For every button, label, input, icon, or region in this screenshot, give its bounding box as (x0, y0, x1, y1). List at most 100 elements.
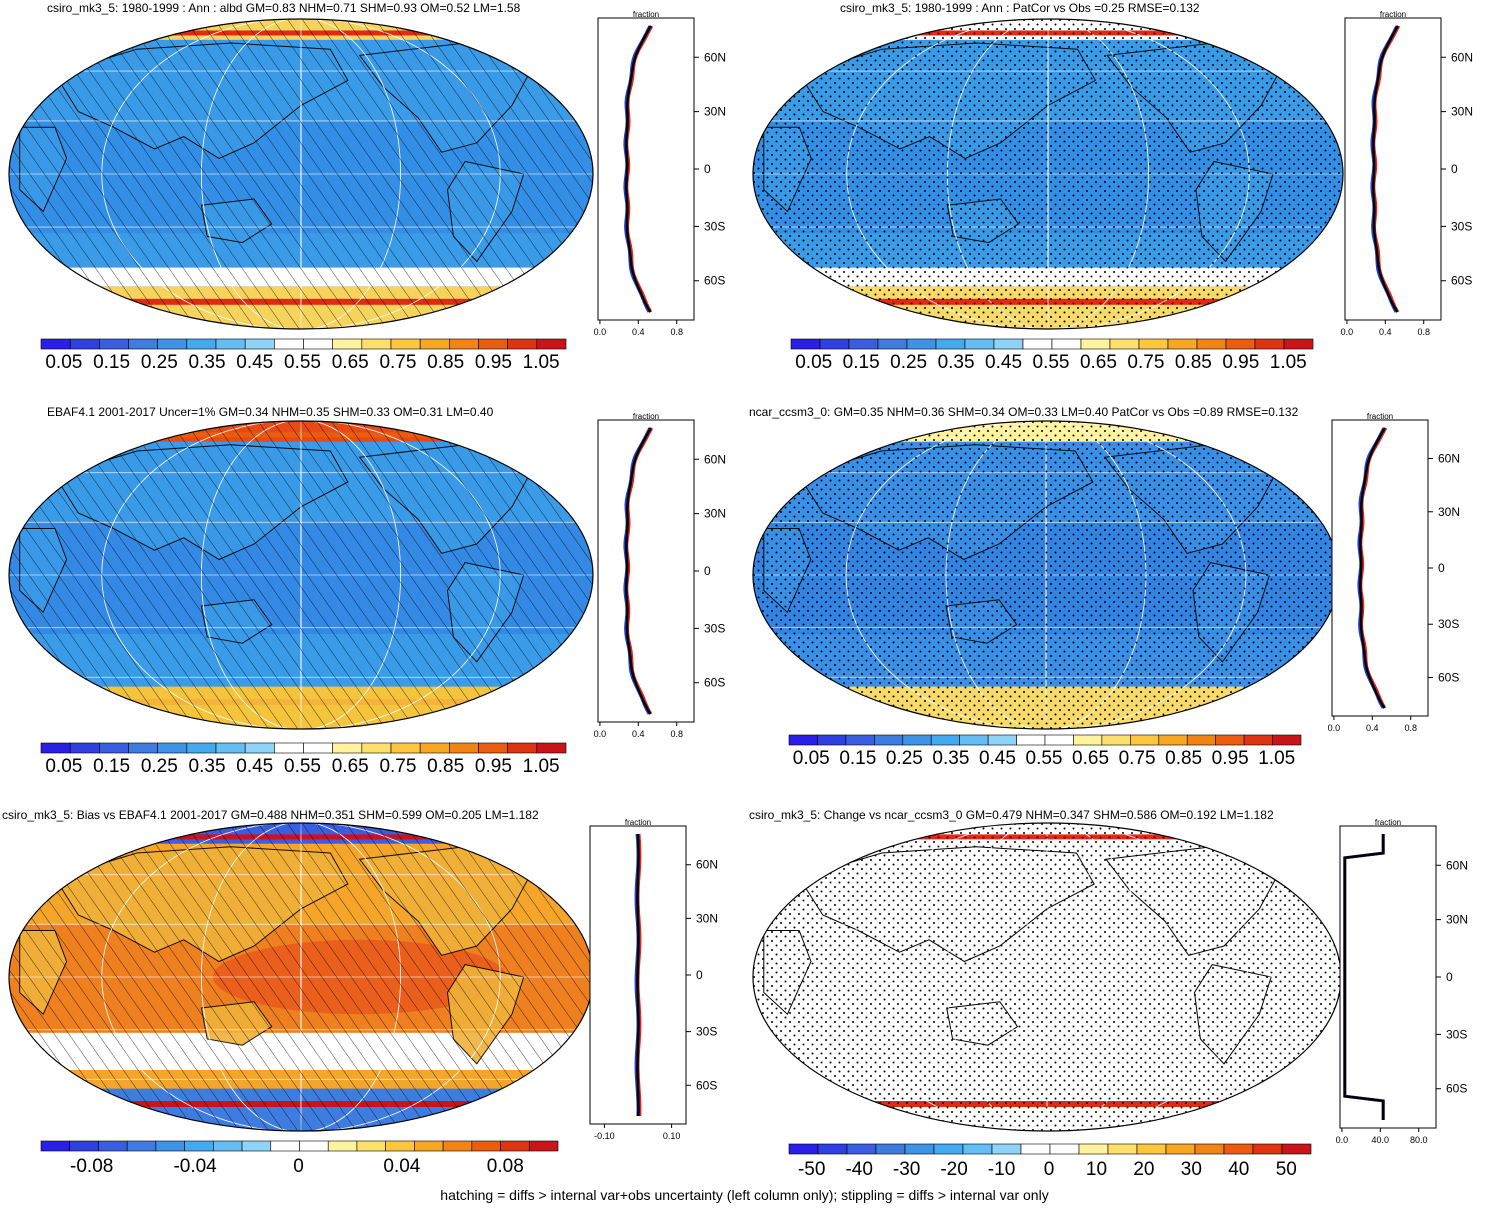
side-ytick-label: 30S (704, 621, 725, 635)
colorbar-tick-label: 0.95 (474, 756, 512, 777)
zonal-profile-line (1359, 427, 1386, 709)
colorbar-tick-label: 0 (293, 1156, 304, 1177)
colorbar (40, 338, 567, 350)
zonal-profile-line (636, 833, 640, 1117)
colorbar-swatch (419, 338, 450, 350)
colorbar-tick-label: 1.05 (1269, 352, 1307, 373)
side-ytick-label: 60N (1451, 50, 1473, 64)
zonal-mean-plot: fraction 60N 30N 0 30S 60S -0.10 0.10 (589, 818, 718, 1141)
colorbar-swatch (1078, 1143, 1109, 1155)
side-ytick-label: 0 (696, 968, 703, 982)
colorbar (790, 338, 1314, 350)
colorbar-swatch (1073, 734, 1103, 746)
colorbar-swatch (186, 742, 217, 754)
side-ytick-label: 30S (1438, 617, 1459, 631)
colorbar-swatch (213, 1140, 243, 1152)
colorbar-swatch (1196, 338, 1227, 350)
colorbar-tick-label: 0.85 (427, 352, 465, 373)
side-ytick-label: 30S (704, 219, 725, 233)
colorbar-tick-label: 0.05 (792, 748, 830, 769)
side-ytick-label: 60S (1451, 274, 1472, 288)
colorbar-tick-label: 0.85 (1174, 352, 1212, 373)
colorbar-tick-label: 0.95 (474, 352, 512, 373)
footer-note: hatching = diffs > internal var+obs unce… (440, 1187, 1049, 1203)
colorbar-tick-label: 0.95 (1222, 352, 1260, 373)
colorbar-swatch (902, 734, 932, 746)
colorbar-tick-label: 0.35 (937, 352, 975, 373)
colorbar-swatch (1022, 338, 1053, 350)
colorbar-swatch (507, 338, 538, 350)
colorbar-swatch (1165, 1143, 1196, 1155)
colorbar-tick-label: 0.08 (486, 1156, 524, 1177)
colorbar-tick-label: 0.85 (427, 756, 465, 777)
colorbar-swatch (186, 338, 217, 350)
side-xtick-label: 0.4 (1366, 723, 1379, 733)
colorbar-swatch (1194, 1143, 1225, 1155)
side-ytick-label: 60N (696, 858, 718, 872)
colorbar-swatch (875, 1143, 906, 1155)
side-xtick-label: 0.0 (1336, 1135, 1349, 1145)
map-field (753, 421, 1339, 729)
side-xlabel: fraction (625, 818, 651, 827)
side-ytick-label: 30S (1446, 1027, 1467, 1041)
colorbar-swatch (536, 742, 567, 754)
colorbar-swatch (848, 338, 879, 350)
side-xlabel: fraction (1367, 412, 1393, 421)
side-xtick-label: 40.0 (1372, 1135, 1390, 1145)
colorbar-tick-label: 50 (1275, 1159, 1297, 1180)
side-ytick-label: 30S (1451, 219, 1472, 233)
colorbar-swatch (361, 742, 392, 754)
colorbar-tick-label: 0.25 (140, 352, 178, 373)
colorbar-swatch (299, 1140, 329, 1152)
colorbar-swatch (1186, 734, 1216, 746)
colorbar-swatch (1215, 734, 1245, 746)
colorbar-tick-label: 1.05 (522, 756, 560, 777)
panel-title: csiro_mk3_5: 1980-1999 : Ann : albd GM=0… (47, 1, 521, 15)
colorbar-swatch (1158, 734, 1188, 746)
colorbar-swatch (361, 338, 392, 350)
colorbar-swatch (1223, 1143, 1254, 1155)
colorbar-swatch (1243, 734, 1273, 746)
colorbar-swatch (327, 1140, 358, 1152)
colorbar-swatch (157, 338, 188, 350)
colorbar-swatch (303, 742, 333, 754)
side-xtick-label: 0.4 (632, 327, 645, 337)
side-ytick-label: 60N (704, 452, 726, 466)
zonal-mean-plot: fraction 60N 30N 0 30S 60S 0.0 0.4 0.8 (594, 412, 726, 739)
colorbar-tick-label: -0.04 (173, 1156, 217, 1177)
zonal-profile-line (625, 25, 652, 313)
side-ytick-label: 30N (704, 507, 726, 521)
colorbar-swatch (478, 742, 508, 754)
side-ytick-label: 60S (704, 274, 725, 288)
side-xtick-label: 80.0 (1410, 1135, 1428, 1145)
colorbar-swatch (442, 1140, 473, 1152)
side-xtick-label: 0.8 (670, 729, 683, 739)
side-xtick-label: 0.0 (1328, 723, 1341, 733)
colorbar (788, 1143, 1312, 1155)
colorbar-swatch (332, 338, 363, 350)
colorbar-swatch (244, 338, 275, 350)
colorbar-swatch (385, 1140, 415, 1152)
global-map (752, 420, 1340, 730)
colorbar-swatch (935, 338, 966, 350)
colorbar-swatch (817, 734, 847, 746)
colorbar (40, 1140, 559, 1152)
colorbar-swatch (215, 338, 246, 350)
colorbar-tick-label: 0.75 (379, 756, 417, 777)
side-ytick-label: 60N (1446, 858, 1468, 872)
colorbar-swatch (1252, 1143, 1283, 1155)
colorbar-swatch (877, 338, 908, 350)
colorbar-tick-label: 20 (1133, 1159, 1155, 1180)
zonal-mean-plot: fraction 60N 30N 0 30S 60S 0.0 0.4 0.8 (1341, 10, 1473, 337)
colorbar-tick-label: 0.65 (331, 756, 369, 777)
colorbar-swatch (99, 742, 129, 754)
colorbar (40, 742, 567, 754)
zonal-profile-line (1343, 834, 1385, 1120)
zonal-mean-plot: fraction 60N 30N 0 30S 60S 0.0 0.4 0.8 (1328, 412, 1460, 733)
colorbar-tick-label: 0.45 (985, 352, 1023, 373)
colorbar-tick-label: 0.75 (1127, 352, 1165, 373)
side-ytick-label: 60S (696, 1078, 717, 1092)
colorbar-swatch (845, 734, 875, 746)
colorbar-tick-label: 1.05 (1258, 748, 1296, 769)
colorbar-tick-label: 0.05 (45, 352, 83, 373)
